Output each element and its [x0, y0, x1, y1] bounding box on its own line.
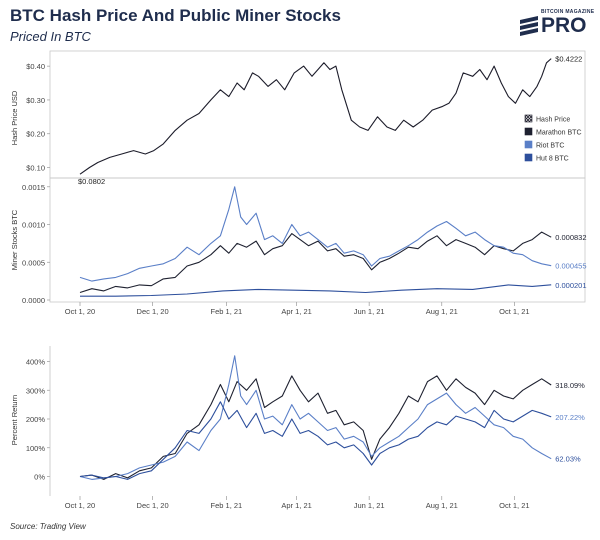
series-line-hash-price — [79, 58, 552, 175]
y-tick-label: $0.20 — [26, 130, 45, 139]
series-line-riot-btc — [79, 186, 552, 282]
data-label: 207.22% — [555, 413, 585, 422]
y-tick-label: 400% — [26, 358, 46, 367]
x-tick-label: Feb 1, 21 — [211, 501, 243, 510]
panel-hash: $0.10 $0.20 $0.30 $0.40 Hash Price USD $0.080… — [10, 50, 586, 186]
y-tick-label: 100% — [26, 444, 46, 453]
y-tick-label: $0.40 — [26, 62, 45, 71]
legend-swatch — [524, 140, 533, 149]
legend-swatch — [524, 153, 533, 162]
y-axis-label: Percent Return — [10, 395, 19, 445]
y-tick-label: $0.30 — [26, 96, 45, 105]
chart-title: BTC Hash Price And Public Miner Stocks — [10, 6, 341, 25]
data-label: $0.4222 — [555, 55, 582, 64]
y-tick-label: 0.0015 — [22, 183, 45, 192]
x-tick-label: Feb 1, 21 — [211, 307, 243, 316]
x-tick-label: Oct 1, 20 — [65, 501, 95, 510]
x-tick-label: Oct 1, 21 — [499, 307, 529, 316]
y-tick-label: 0.0010 — [22, 221, 45, 230]
logo-small-text: BITCOIN MAGAZINE — [541, 9, 595, 15]
series-line-marathon-btc — [79, 231, 552, 294]
series-line-hut-8-btc — [79, 401, 552, 480]
x-tick-label: Aug 1, 21 — [426, 307, 458, 316]
data-label: 0.000201 — [555, 281, 586, 290]
series-line-riot-btc — [79, 355, 552, 480]
logo-stripes-icon — [520, 16, 538, 36]
data-label: 62.03% — [555, 455, 581, 464]
legend-label: Riot BTC — [536, 143, 564, 150]
legend-swatch — [524, 127, 533, 136]
panel-btc: 0.0000 0.0005 0.0010 0.0015 Miner Stocks BTC… — [10, 177, 587, 316]
series-line-marathon-btc — [79, 375, 552, 480]
panel-frame-btc — [49, 177, 586, 303]
y-tick-label: 200% — [26, 415, 46, 424]
logo-pro-text: PRO — [541, 14, 587, 37]
y-tick-label: 0.0005 — [22, 258, 45, 267]
x-tick-label: Dec 1, 20 — [137, 501, 169, 510]
x-tick-label: Jun 1, 21 — [354, 307, 385, 316]
series-line-hut-8-btc — [80, 284, 552, 297]
data-label: 0.000832 — [555, 233, 586, 242]
y-tick-label: 0% — [34, 473, 45, 482]
y-tick-label: 0.0000 — [22, 296, 45, 305]
data-label: 318.09% — [555, 381, 585, 390]
x-tick-label: Aug 1, 21 — [426, 501, 458, 510]
legend-label: Hash Price — [536, 117, 570, 124]
y-axis-label: Hash Price USD — [10, 90, 19, 145]
y-tick-label: 300% — [26, 386, 46, 395]
x-tick-label: Jun 1, 21 — [354, 501, 385, 510]
chart-subtitle: Priced In BTC — [10, 29, 91, 44]
legend-label: Marathon BTC — [536, 130, 582, 137]
panel-pct: 0% 100% 200% 300% 400% Percent Return Oct 1, 2… — [10, 346, 585, 510]
data-label: 0.000455 — [555, 262, 586, 271]
source-note: Source: Trading View — [10, 522, 86, 531]
x-tick-label: Dec 1, 20 — [137, 307, 169, 316]
y-axis-label: Miner Stocks BTC — [10, 209, 19, 270]
data-label: $0.0802 — [78, 177, 105, 186]
x-tick-label: Apr 1, 21 — [281, 307, 311, 316]
x-tick-label: Oct 1, 20 — [65, 307, 95, 316]
x-tick-label: Oct 1, 21 — [499, 501, 529, 510]
x-tick-label: Apr 1, 21 — [281, 501, 311, 510]
legend-label: Hut 8 BTC — [536, 156, 569, 163]
legend-swatch — [524, 114, 533, 123]
y-tick-label: $0.10 — [26, 164, 45, 173]
